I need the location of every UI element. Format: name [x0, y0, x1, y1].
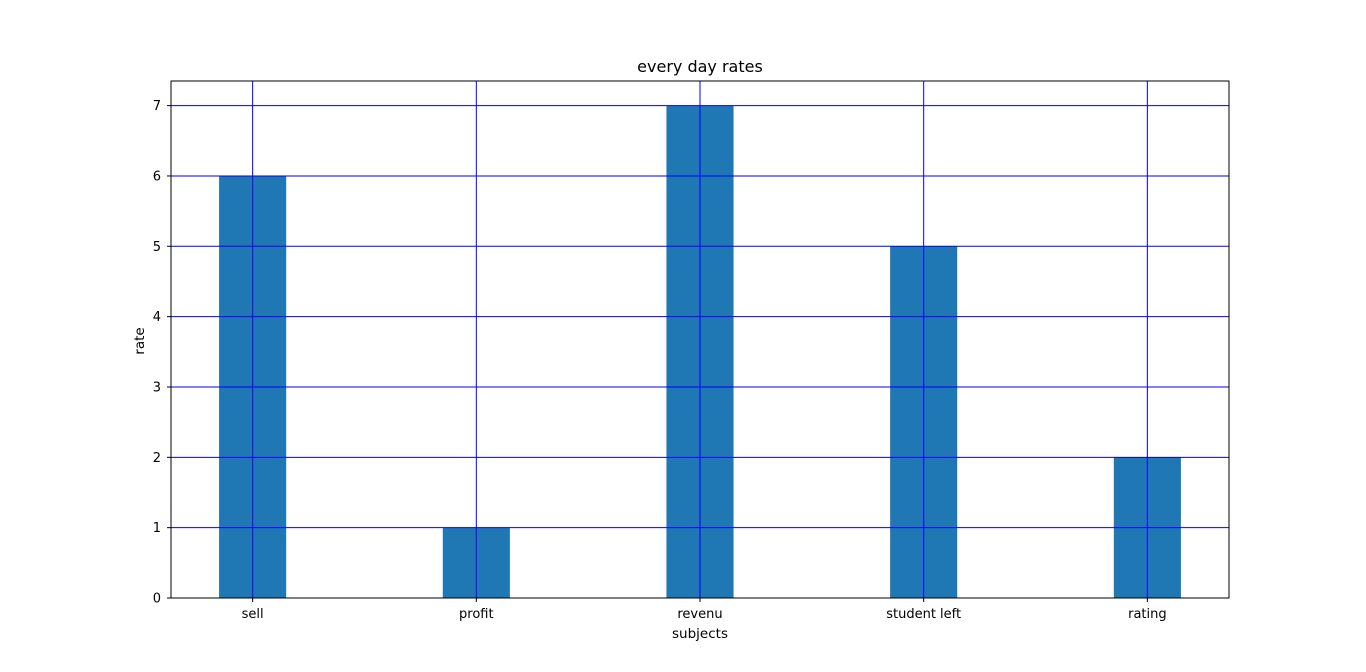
y-tick-label: 1 — [153, 521, 161, 536]
y-tick-label: 7 — [153, 99, 161, 114]
y-tick-label: 4 — [153, 310, 161, 325]
x-axis-ticks: sell profit revenu student left rating — [242, 598, 1167, 622]
chart-title: every day rates — [637, 57, 763, 76]
y-tick-label: 0 — [153, 592, 161, 607]
y-axis-ticks: 0 1 2 3 4 5 6 7 — [153, 99, 171, 607]
x-tick-label: student left — [886, 607, 961, 622]
y-tick-label: 2 — [153, 451, 161, 466]
x-tick-label: revenu — [677, 607, 722, 622]
x-tick-label: profit — [459, 607, 494, 622]
x-axis-label: subjects — [672, 626, 728, 642]
x-tick-label: rating — [1128, 607, 1167, 622]
y-tick-label: 3 — [153, 380, 161, 395]
grid-layer — [171, 81, 1229, 599]
y-axis-label: rate — [132, 327, 148, 354]
y-tick-label: 6 — [153, 169, 161, 184]
x-tick-label: sell — [242, 607, 264, 622]
y-tick-label: 5 — [153, 240, 161, 255]
